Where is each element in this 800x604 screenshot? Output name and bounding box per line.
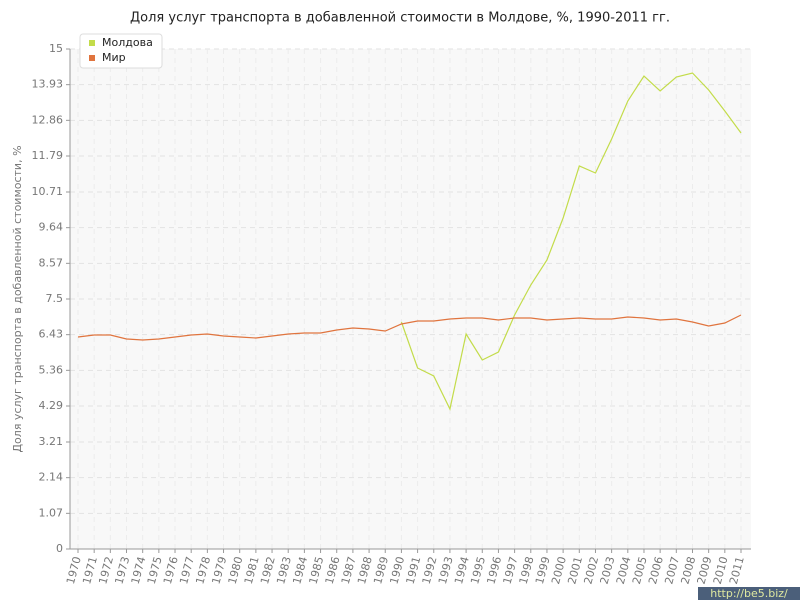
y-tick-label: 1.07 (39, 506, 64, 519)
y-tick-label: 0 (56, 542, 63, 555)
y-tick-label: 11.79 (32, 149, 64, 162)
lines (77, 72, 742, 411)
y-tick-label: 10.71 (32, 185, 64, 198)
y-tick-label: 7.5 (46, 292, 64, 305)
y-tick-label: 12.86 (32, 113, 64, 126)
y-tick-label: 5.36 (39, 363, 64, 376)
series-line (77, 314, 742, 341)
legend: Молдова Мир (79, 33, 163, 69)
y-axis-label: Доля услуг транспорта в добавленной стои… (11, 145, 24, 452)
y-tick-label: 15 (49, 42, 63, 55)
watermark-box (698, 587, 800, 600)
legend-label: Мир (102, 51, 126, 64)
legend-label: Молдова (102, 36, 153, 49)
y-tick-label: 3.21 (39, 435, 64, 448)
watermark: http://be5.biz/ (710, 587, 788, 600)
chart-title: Доля услуг транспорта в добавленной стои… (130, 11, 670, 26)
grid (70, 48, 751, 550)
legend-marker (89, 40, 95, 46)
y-tick-label: 13.93 (32, 78, 64, 91)
series-line (400, 72, 742, 411)
y-tick-label: 9.64 (39, 221, 64, 234)
y-tick-label: 6.43 (39, 328, 64, 341)
legend-box (79, 33, 163, 69)
y-tick-label: 8.57 (39, 256, 64, 269)
y-tick-label: 4.29 (39, 399, 64, 412)
y-tick-label: 2.14 (39, 471, 64, 484)
legend-marker (89, 55, 95, 61)
